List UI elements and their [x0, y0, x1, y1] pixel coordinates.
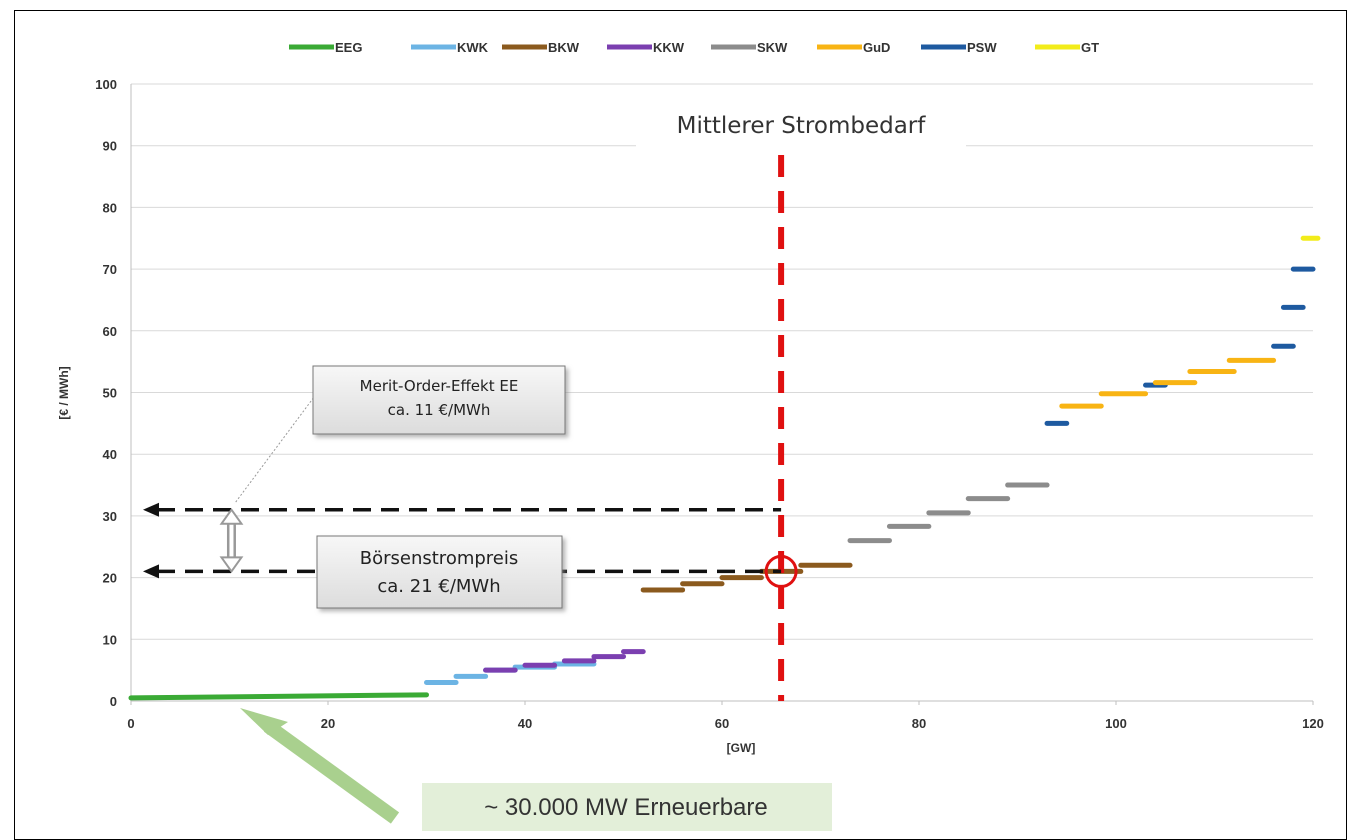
grid-lines — [131, 83, 1313, 640]
y-tick-50: 50 — [103, 386, 117, 401]
y-tick-20: 20 — [103, 571, 117, 586]
x-tick-60: 60 — [715, 716, 729, 731]
merit-arrow-up-head — [219, 508, 244, 525]
intersection-marker — [764, 554, 798, 588]
series-group — [128, 235, 1321, 701]
x-tick-40: 40 — [518, 716, 532, 731]
y-tick-90: 90 — [103, 139, 117, 154]
series-eeg-segment-0 — [128, 692, 429, 701]
price-label: Börsenstrompreis — [360, 548, 519, 569]
x-tick-labels: 0 20 40 60 80 100 120 — [127, 716, 1323, 731]
demand-label-bg — [636, 104, 966, 148]
y-tick-80: 80 — [103, 200, 117, 215]
y-tick-40: 40 — [103, 447, 117, 462]
y-tick-100: 100 — [95, 77, 117, 92]
demand-label: Mittlerer Strombedarf — [677, 113, 927, 139]
legend: EEG KWK BKW KKW SKW GuD PSW GT — [289, 40, 1099, 55]
merit-leader-line — [234, 384, 324, 505]
x-tick-20: 20 — [321, 716, 335, 731]
legend-label-gud: GuD — [863, 40, 890, 55]
price-box — [316, 535, 563, 609]
x-axis-title: [GW] — [727, 741, 756, 755]
x-tick-120: 120 — [1302, 716, 1324, 731]
merit-arrow-down-head — [219, 556, 244, 574]
price-arrowhead-0 — [143, 502, 159, 517]
merit-order-label: Merit-Order-Effekt EE — [360, 377, 519, 395]
price-value: ca. 21 €/MWh — [377, 576, 500, 597]
legend-label-kkw: KKW — [653, 40, 685, 55]
legend-label-eeg: EEG — [335, 40, 362, 55]
y-tick-10: 10 — [103, 632, 117, 647]
x-tick-100: 100 — [1105, 716, 1127, 731]
axes — [130, 84, 1314, 705]
y-tick-70: 70 — [103, 262, 117, 277]
legend-label-skw: SKW — [757, 40, 788, 55]
merit-order-box — [312, 365, 566, 435]
y-tick-30: 30 — [103, 509, 117, 524]
renewables-label: ~ 30.000 MW Erneuerbare — [484, 794, 768, 821]
y-tick-60: 60 — [103, 324, 117, 339]
x-tick-0: 0 — [127, 716, 134, 731]
legend-label-psw: PSW — [967, 40, 997, 55]
y-axis-title: [€ / MWh] — [57, 366, 71, 419]
y-tick-0: 0 — [110, 694, 117, 709]
legend-label-bkw: BKW — [548, 40, 580, 55]
legend-label-kwk: KWK — [457, 40, 489, 55]
y-tick-labels: 0 10 20 30 40 50 60 70 80 90 100 — [95, 77, 117, 709]
annotation-group — [143, 155, 798, 824]
legend-label-gt: GT — [1081, 40, 1099, 55]
price-arrowhead-1 — [143, 564, 159, 579]
renewables-box — [422, 783, 832, 831]
x-tick-80: 80 — [912, 716, 926, 731]
merit-order-value: ca. 11 €/MWh — [388, 401, 491, 419]
renewables-arrow — [263, 720, 400, 824]
